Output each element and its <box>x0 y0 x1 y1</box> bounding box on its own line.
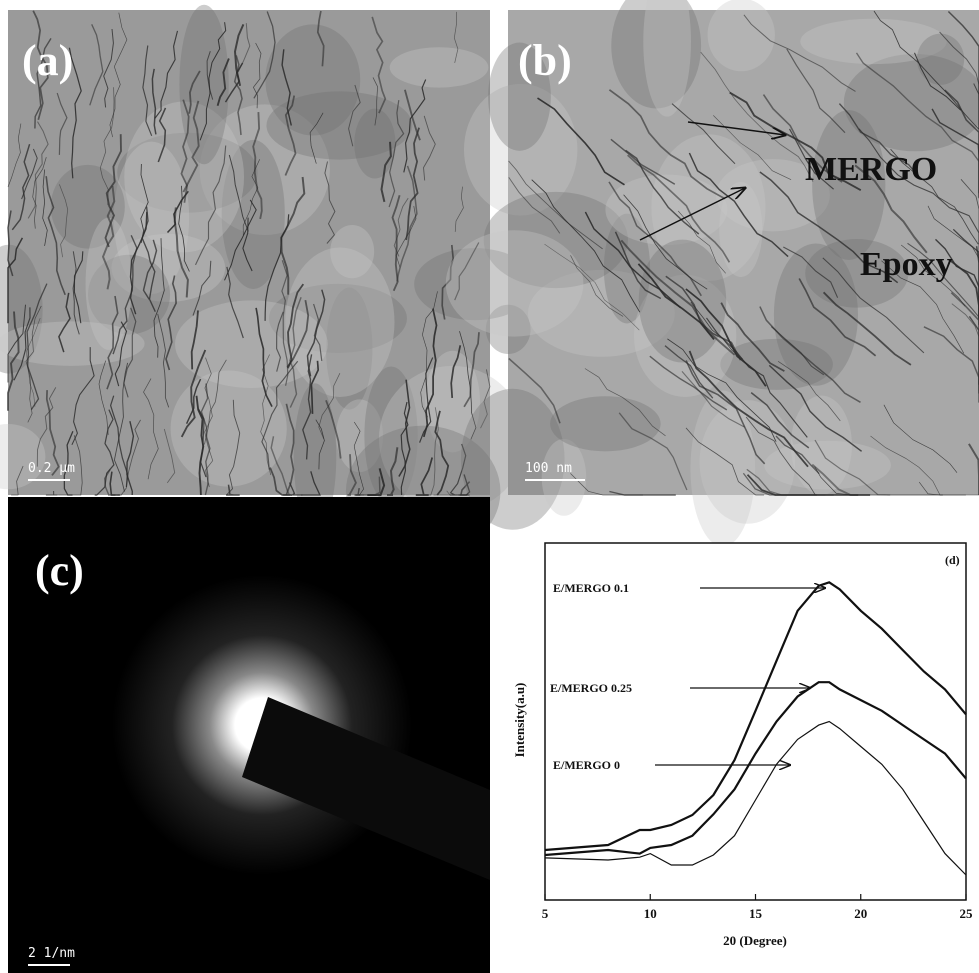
x-tick-label: 10 <box>644 906 657 921</box>
scale-bar-label: 100 nm <box>525 461 572 476</box>
y-axis-label: Intensity(a.u) <box>512 683 527 758</box>
texture-patch <box>720 339 833 390</box>
texture-patch <box>917 34 964 85</box>
panel-label: (d) <box>945 553 960 567</box>
scale-bar-label: 2 1/nm <box>28 946 75 961</box>
texture-patch <box>764 441 891 490</box>
x-tick-label: 20 <box>854 906 867 921</box>
x-axis-label: 20 (Degree) <box>723 933 787 948</box>
annotation: Epoxy <box>860 246 953 283</box>
scale-bar-label: 0.2 μm <box>28 461 75 476</box>
annotation: MERGO <box>805 151 937 188</box>
series-label: E/MERGO 0 <box>553 758 620 772</box>
x-tick-label: 5 <box>542 906 549 921</box>
panel-label: (b) <box>518 36 572 85</box>
plot-frame <box>545 543 966 900</box>
texture-patch <box>550 396 661 451</box>
series-label: E/MERGO 0.25 <box>550 681 632 695</box>
texture-patch <box>446 230 584 336</box>
figure: (a) 0.2 μm (b) 100 nm MERGO Epoxy (c) 2 … <box>0 0 979 973</box>
series-label: E/MERGO 0.1 <box>553 581 629 595</box>
texture-patch <box>639 240 727 363</box>
panel-label: (c) <box>35 546 84 595</box>
panel-d: (d) 20 (Degree) Intensity(a.u) E/MERGO 0… <box>512 543 973 948</box>
texture-patch <box>330 225 374 278</box>
x-tick-label: 25 <box>960 906 974 921</box>
texture-patch <box>390 47 489 87</box>
texture-patch <box>179 5 228 165</box>
texture-patch <box>542 439 587 516</box>
panel-label: (a) <box>22 36 73 85</box>
x-tick-label: 15 <box>749 906 763 921</box>
